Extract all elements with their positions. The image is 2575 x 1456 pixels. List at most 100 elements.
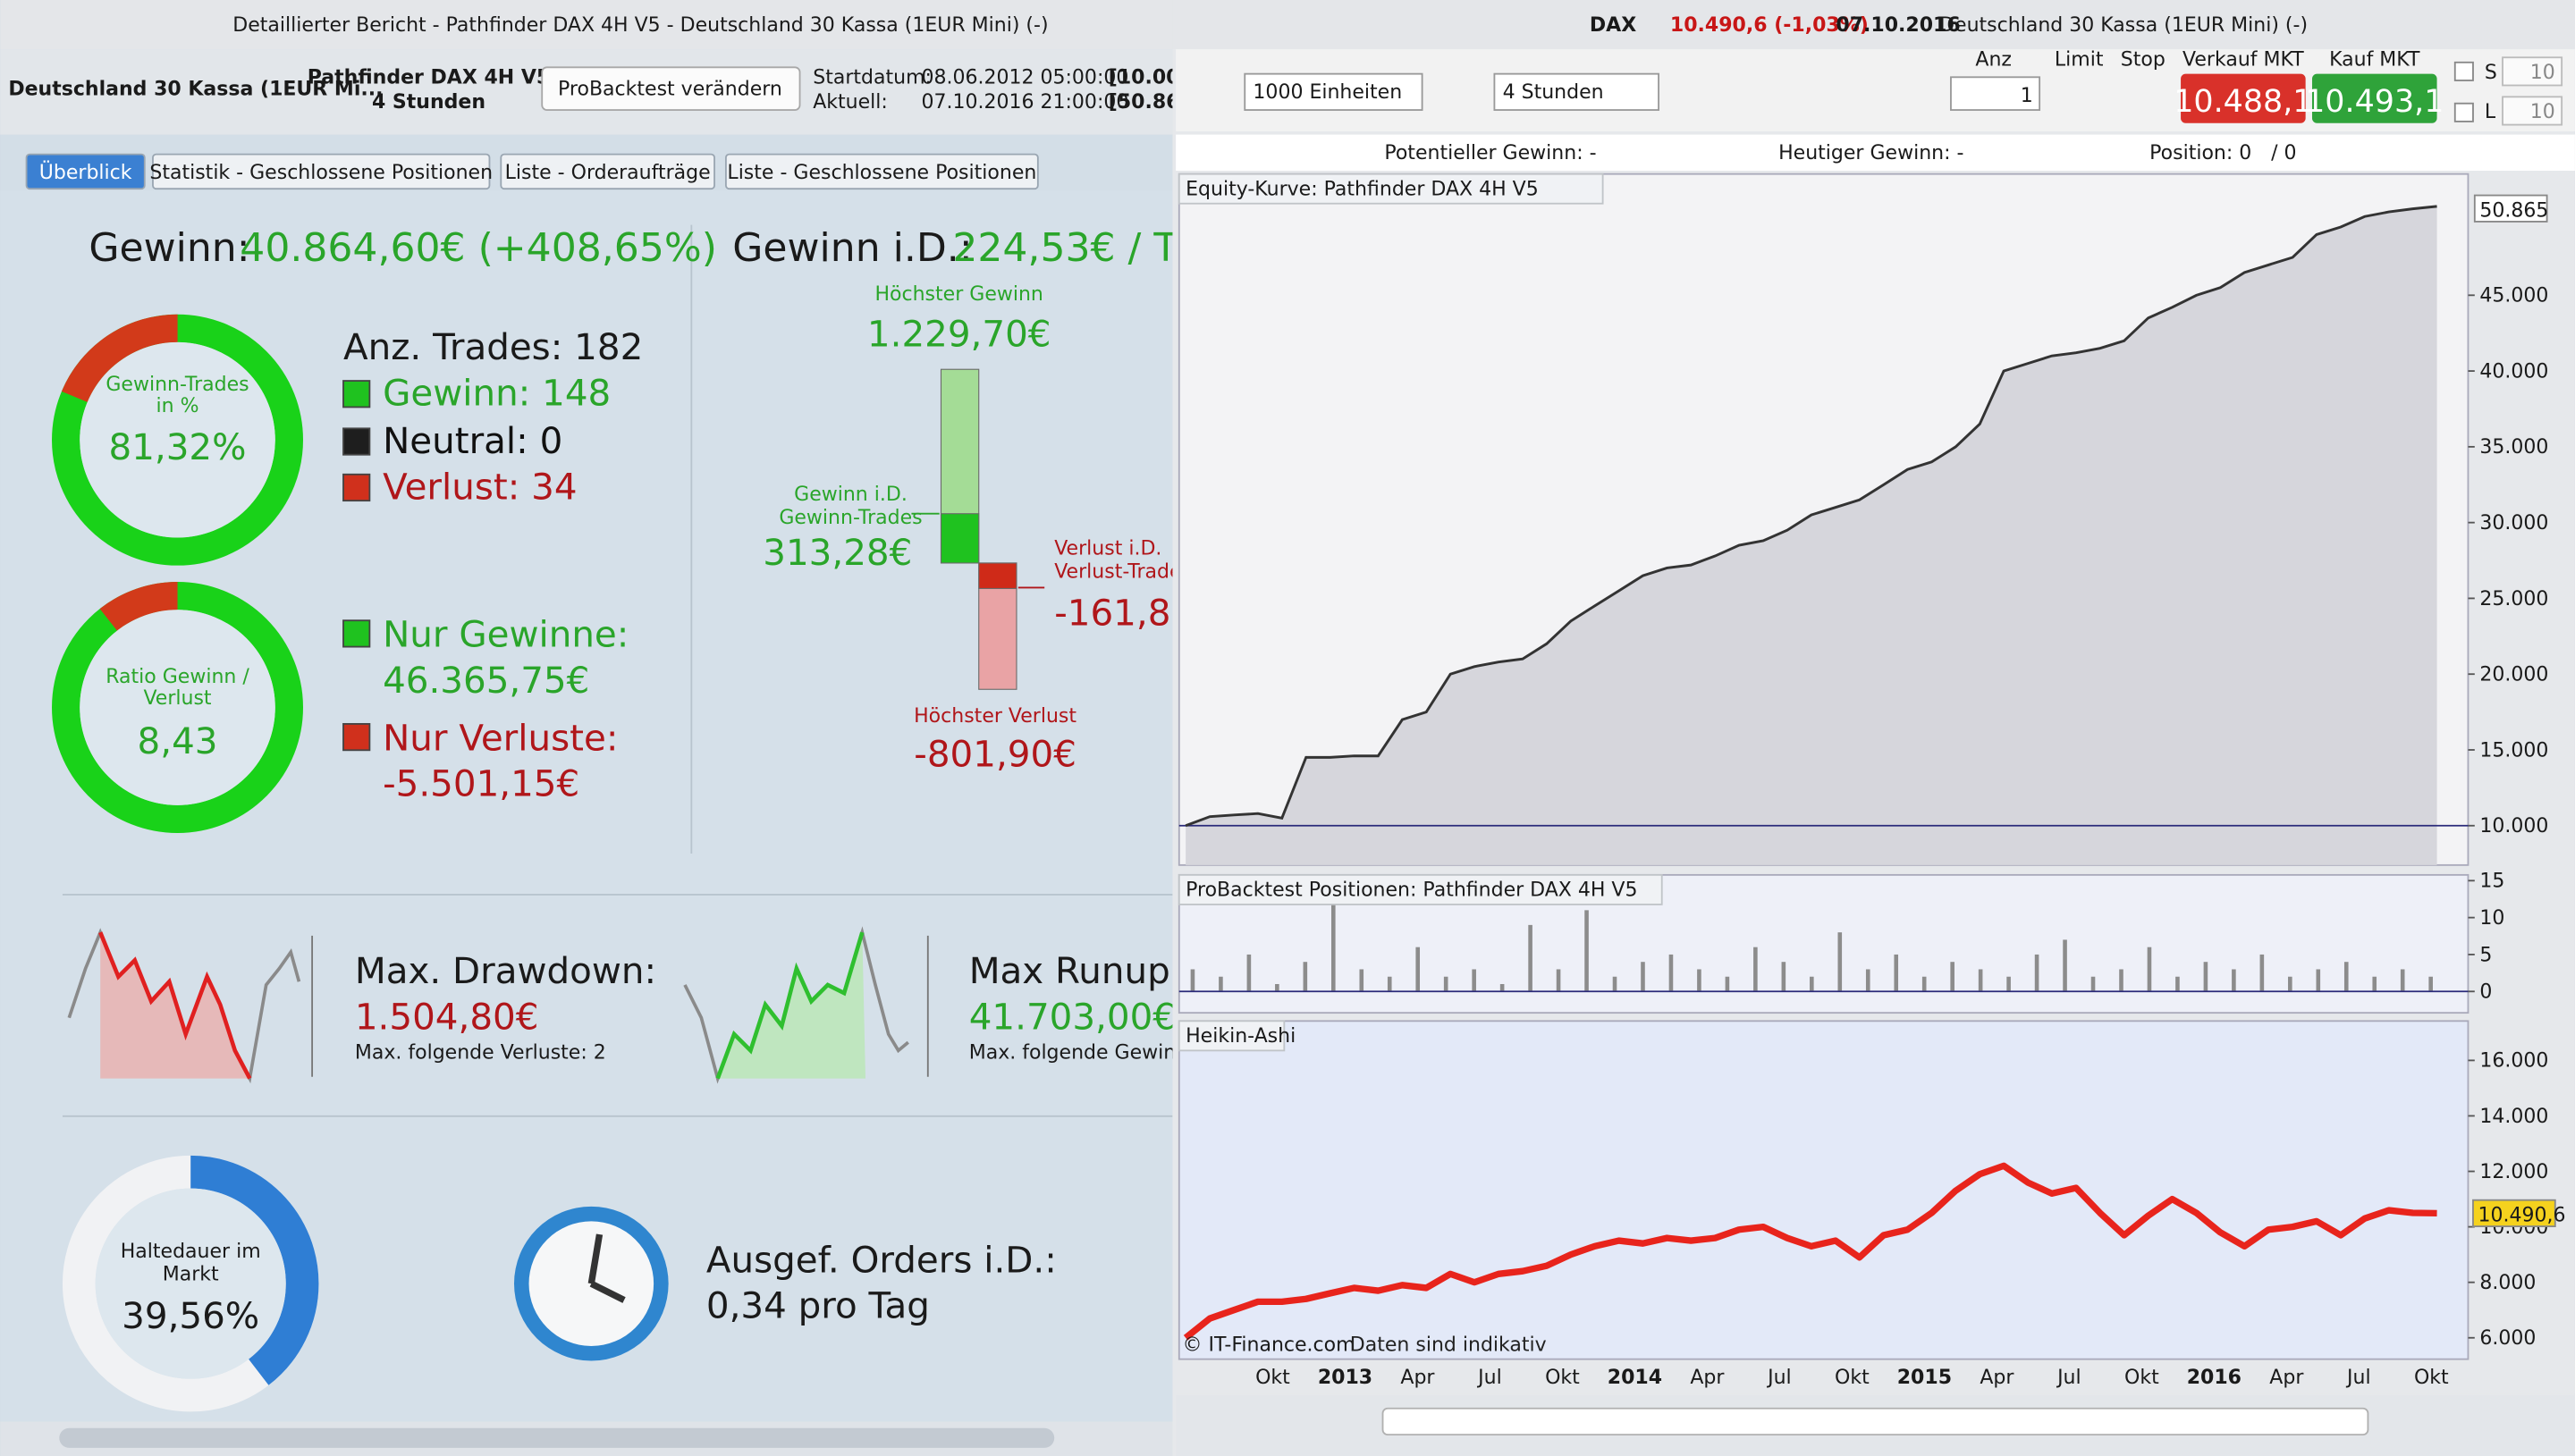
input[interactable] xyxy=(2502,56,2563,87)
position-bar xyxy=(1472,969,1476,992)
position-bar xyxy=(2119,969,2123,992)
avg-loss-label: Verlust-Trade xyxy=(1054,560,1181,583)
legend-label: Neutral: 0 xyxy=(383,419,562,462)
orders-label: Ausgef. Orders i.D.: xyxy=(706,1238,1057,1281)
ring-arc xyxy=(52,582,304,834)
instrument: Deutschland 30 Kassa (1EUR Mi... xyxy=(8,79,383,101)
info-row xyxy=(1176,134,2575,171)
tab-label[interactable]: Liste - Orderaufträge xyxy=(505,162,711,184)
y-tick-label: 12.000 xyxy=(2479,1161,2548,1183)
panel-title: ProBacktest Positionen: Pathfinder DAX 4… xyxy=(1186,879,1637,902)
s-value: 10 xyxy=(2530,62,2555,84)
y-tick-label: 30.000 xyxy=(2479,512,2548,534)
position-total: / 0 xyxy=(2271,142,2296,164)
limit-label: Limit xyxy=(2055,48,2104,71)
tab-label[interactable]: Überblick xyxy=(39,161,132,184)
drawdown-value: 1.504,80€ xyxy=(355,996,539,1039)
last-price: 10.490,6 xyxy=(2478,1205,2565,1227)
position-bar xyxy=(1584,910,1589,992)
y-tick-label: 15.000 xyxy=(2479,739,2548,762)
tab[interactable] xyxy=(500,153,715,190)
input[interactable] xyxy=(2502,96,2563,126)
checkbox[interactable] xyxy=(2453,102,2474,122)
sell-label: Verkauf MKT xyxy=(2182,48,2304,71)
gross-win-label: Nur Gewinne: xyxy=(383,613,629,656)
x-tick-label: Okt xyxy=(1255,1367,1290,1389)
position-bar xyxy=(2372,976,2377,992)
button[interactable] xyxy=(541,66,801,111)
window-title: Detaillierter Bericht - Pathfinder DAX 4… xyxy=(232,14,1048,37)
button-label[interactable]: ProBacktest verändern xyxy=(558,79,782,101)
current-label: Aktuell: xyxy=(813,91,888,114)
position-bar xyxy=(1921,976,1927,992)
sell-button[interactable] xyxy=(2181,73,2306,123)
x-tick-label: Apr xyxy=(2269,1367,2304,1389)
quote: 10.490,6 (-1,03%) xyxy=(1670,14,1869,37)
y-tick-label: 5 xyxy=(2479,944,2492,966)
x-axis-strip xyxy=(1176,1360,2575,1394)
tab[interactable] xyxy=(152,153,491,190)
donut-caption: in % xyxy=(156,395,199,417)
worst-value: -801,90€ xyxy=(914,733,1076,776)
legend-swatch xyxy=(342,619,371,648)
trade-count: Anz. Trades: 182 xyxy=(343,325,643,368)
dropdown[interactable] xyxy=(1493,72,1659,111)
position-bar xyxy=(1781,962,1786,992)
buy-button[interactable] xyxy=(2311,73,2437,123)
y-tick-label: 45.000 xyxy=(2479,285,2548,307)
position-bar xyxy=(1387,976,1392,992)
worst-label: Höchster Verlust xyxy=(914,705,1076,728)
position-bar xyxy=(2400,969,2405,992)
position-bar xyxy=(2316,969,2321,992)
date: 07.10.2016 xyxy=(1836,14,1960,37)
last-price-box xyxy=(2472,1199,2556,1227)
profit-label: Gewinn: xyxy=(89,225,249,271)
position-bar xyxy=(2063,939,2067,992)
buy-price[interactable]: 10.493,1 xyxy=(2305,84,2444,120)
sell-price[interactable]: 10.488,1 xyxy=(2174,84,2312,120)
legend-label: Gewinn: 148 xyxy=(383,372,611,415)
legend-swatch xyxy=(342,427,371,456)
tab-label[interactable]: Statistik - Geschlossene Positionen xyxy=(149,162,493,184)
input[interactable] xyxy=(1950,76,2041,111)
dropdown[interactable] xyxy=(1244,72,1423,111)
last-value: 50.865 xyxy=(2479,199,2548,222)
x-tick-label: 2015 xyxy=(1897,1367,1952,1389)
x-tick-label: 2014 xyxy=(1608,1367,1662,1389)
scroll-thumb[interactable] xyxy=(59,1427,1055,1448)
position-bar xyxy=(1359,969,1364,992)
position-bar xyxy=(1894,954,1899,992)
note: Daten sind indikativ xyxy=(1350,1334,1547,1356)
position-bar xyxy=(1190,969,1195,992)
dropdown-label[interactable]: 1000 Einheiten xyxy=(1253,81,1402,104)
x-tick-label: Apr xyxy=(1400,1367,1435,1389)
buy-label: Kauf MKT xyxy=(2329,48,2420,71)
qty-value[interactable]: 1 xyxy=(2021,85,2033,107)
x-tick-label: Okt xyxy=(2124,1367,2159,1389)
avg-loss-label: Verlust i.D. xyxy=(1054,538,1161,560)
x-tick-label: 2013 xyxy=(1318,1367,1372,1389)
best-label: Höchster Gewinn xyxy=(874,283,1043,306)
checkbox[interactable] xyxy=(2453,61,2474,81)
position-bar xyxy=(1697,969,1701,992)
symbol: DAX xyxy=(1590,14,1636,37)
position-bar xyxy=(1950,962,1954,992)
dropdown-label[interactable]: 4 Stunden xyxy=(1503,81,1604,104)
tab-label[interactable]: Liste - Geschlossene Positionen xyxy=(727,162,1036,184)
position-bar xyxy=(1246,954,1252,992)
y-tick-label: 35.000 xyxy=(2479,436,2548,459)
tab[interactable] xyxy=(25,153,146,190)
donut-caption: Ratio Gewinn / xyxy=(106,666,249,688)
position-bar xyxy=(1275,983,1279,992)
position-bar xyxy=(2288,976,2292,992)
donut-value: 8,43 xyxy=(138,720,218,762)
start-date: 08.06.2012 05:00:00 xyxy=(921,67,1128,89)
legend-swatch xyxy=(342,380,371,408)
position-bar xyxy=(1499,983,1505,992)
tab[interactable] xyxy=(724,153,1039,190)
position-bar xyxy=(2428,976,2433,992)
x-tick-label: Jul xyxy=(1766,1367,1792,1389)
y-tick-label: 40.000 xyxy=(2479,360,2548,383)
chart-scrollbar[interactable] xyxy=(1381,1407,2369,1436)
current-date: 07.10.2016 21:00:00 xyxy=(921,91,1128,114)
